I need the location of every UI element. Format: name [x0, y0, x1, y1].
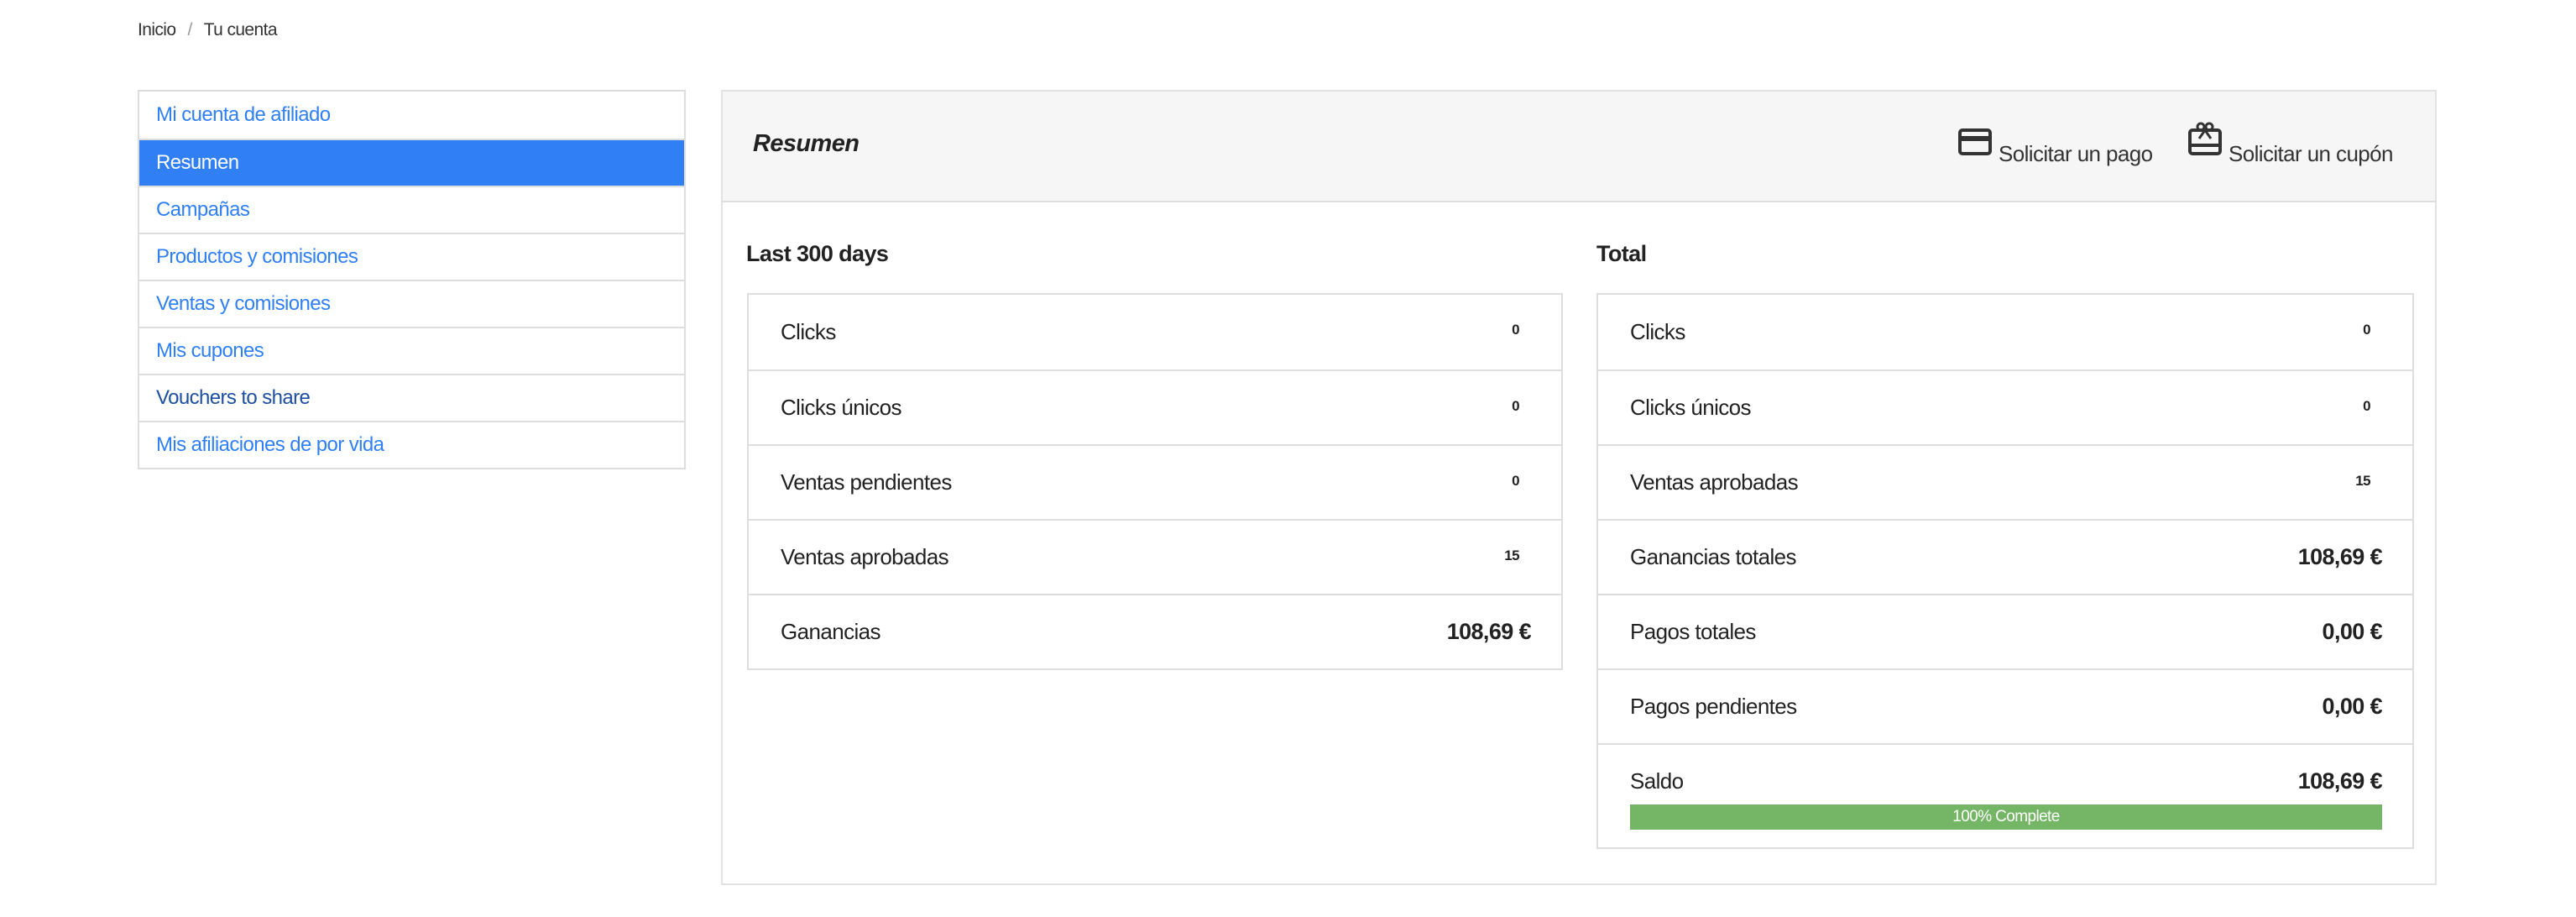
row-value: 15 [2355, 473, 2370, 489]
last-period-title: Last 300 days [746, 241, 889, 266]
table-row: Ventas aprobadas 15 [749, 519, 1561, 594]
row-label: Clicks [1630, 319, 1685, 344]
credit-card-icon [1958, 128, 1992, 155]
request-payment-button[interactable]: Solicitar un pago [1958, 123, 2153, 174]
table-row: Clicks 0 [1598, 295, 2412, 369]
row-value: 0 [1512, 398, 1519, 414]
row-label: Ganancias totales [1630, 544, 1797, 569]
table-row-balance: Saldo 108,69 € 100% Complete [1598, 743, 2412, 847]
sidebar-item-vouchers[interactable]: Vouchers to share [139, 374, 684, 421]
breadcrumb-separator: / [187, 20, 192, 39]
sidebar-item-afiliaciones[interactable]: Mis afiliaciones de por vida [139, 421, 684, 468]
row-value: 108,69 € [1446, 619, 1532, 644]
table-row: Pagos totales 0,00 € [1598, 594, 2412, 668]
breadcrumb-home-link[interactable]: Inicio [138, 20, 176, 39]
total-title: Total [1596, 241, 1647, 266]
breadcrumb: Inicio / Tu cuenta [138, 20, 278, 40]
row-value: 108,69 € [2297, 768, 2383, 794]
row-label: Clicks únicos [781, 395, 902, 420]
sidebar-item-resumen[interactable]: Resumen [139, 139, 684, 186]
total-table: Clicks 0 Clicks únicos 0 Ventas aprobadas 1… [1596, 293, 2414, 849]
row-label: Pagos totales [1630, 619, 1756, 644]
row-label: Ventas aprobadas [781, 544, 949, 569]
row-value: 0 [2363, 322, 2370, 338]
summary-panel: Resumen Solicitar un pago Solicitar un c… [721, 90, 2437, 885]
row-value: 0 [2363, 398, 2370, 414]
table-row: Ventas pendientes 0 [749, 444, 1561, 519]
row-label: Ventas pendientes [781, 469, 952, 495]
sidebar-nav: Mi cuenta de afiliado Resumen Campañas P… [138, 90, 686, 469]
row-value: 0,00 € [2322, 694, 2383, 719]
table-row: Clicks únicos 0 [749, 369, 1561, 444]
sidebar-item-ventas[interactable]: Ventas y comisiones [139, 280, 684, 327]
table-row: Ganancias totales 108,69 € [1598, 519, 2412, 594]
sidebar-item-cupones[interactable]: Mis cupones [139, 327, 684, 374]
progress-label: 100% Complete [1952, 808, 2060, 825]
sidebar-item-campanas[interactable]: Campañas [139, 186, 684, 233]
row-value: 0,00 € [2322, 619, 2383, 644]
row-label: Saldo [1630, 768, 1684, 794]
row-value: 15 [1504, 548, 1519, 563]
row-value: 0 [1512, 322, 1519, 338]
breadcrumb-current: Tu cuenta [203, 20, 278, 39]
gift-card-icon [2188, 122, 2222, 155]
row-label: Clicks únicos [1630, 395, 1752, 420]
balance-progress-bar: 100% Complete [1630, 804, 2382, 830]
row-label: Pagos pendientes [1630, 694, 1797, 719]
progress-fill [1630, 804, 2382, 830]
table-row: Clicks únicos 0 [1598, 369, 2412, 444]
request-payment-label: Solicitar un pago [1999, 141, 2153, 166]
table-row: Ventas aprobadas 15 [1598, 444, 2412, 519]
request-coupon-label: Solicitar un cupón [2229, 141, 2393, 166]
sidebar-item-mi-cuenta[interactable]: Mi cuenta de afiliado [156, 103, 331, 126]
row-label: Clicks [781, 319, 836, 344]
row-value: 0 [1512, 473, 1519, 489]
table-row: Clicks 0 [749, 295, 1561, 369]
row-label: Ganancias [781, 619, 881, 644]
request-coupon-button[interactable]: Solicitar un cupón [2188, 122, 2393, 174]
table-row: Ganancias 108,69 € [749, 594, 1561, 668]
table-row: Pagos pendientes 0,00 € [1598, 668, 2412, 743]
row-value: 108,69 € [2297, 544, 2383, 569]
page-title: Resumen [753, 130, 860, 157]
row-label: Ventas aprobadas [1630, 469, 1799, 495]
panel-header: Resumen Solicitar un pago Solicitar un c… [723, 92, 2435, 202]
last-period-table: Clicks 0 Clicks únicos 0 Ventas pendientes… [747, 293, 1563, 670]
sidebar-item-productos[interactable]: Productos y comisiones [139, 233, 684, 280]
